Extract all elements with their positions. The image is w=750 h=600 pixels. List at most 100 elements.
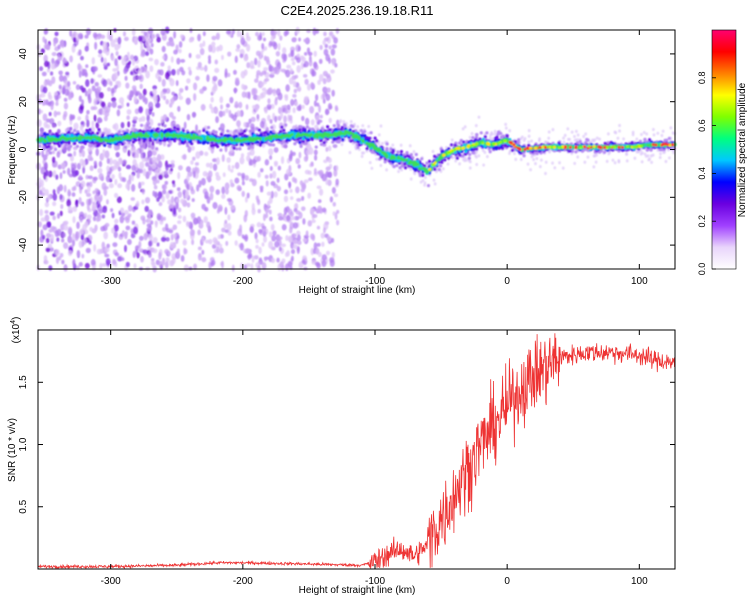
noise-mark [544,171,547,176]
noise-mark [111,227,115,234]
noise-mark [105,175,111,183]
noise-mark [574,129,578,133]
noise-mark [433,182,437,186]
noise-mark [231,264,235,272]
spectral-mark [75,144,80,148]
noise-mark [52,215,56,221]
noise-mark [606,132,610,136]
noise-mark [192,112,197,117]
noise-mark [148,27,154,35]
noise-mark [165,223,169,231]
noise-mark [273,160,278,165]
noise-mark [63,102,69,110]
noise-mark [81,160,86,168]
noise-mark [190,160,194,165]
noise-mark [236,120,241,127]
noise-mark [160,236,166,242]
noise-mark [269,173,273,179]
noise-mark [122,177,127,183]
noise-mark [121,230,126,237]
noise-mark [78,70,82,78]
noise-mark [43,121,48,128]
noise-mark [219,234,224,239]
noise-mark [88,240,92,245]
spectral-mark [333,137,337,141]
noise-mark [100,56,104,63]
noise-mark [114,84,118,89]
noise-mark [151,139,155,146]
spectral-mark [405,154,410,158]
noise-mark [112,242,118,248]
noise-mark [214,67,220,73]
noise-mark [63,184,67,193]
noise-mark [283,144,288,149]
noise-mark [123,210,129,215]
noise-mark [49,211,55,216]
noise-mark [329,259,335,267]
noise-mark [323,31,327,37]
noise-mark [149,65,154,73]
noise-mark [270,257,276,264]
noise-mark [47,194,51,201]
noise-mark [47,221,52,228]
noise-mark [330,48,336,56]
noise-mark [190,212,196,218]
noise-mark [334,105,338,111]
spectral-mark [137,138,141,142]
spectral-mark [139,144,144,149]
noise-mark [145,161,150,167]
spectral-mark [411,156,415,160]
noise-mark [167,163,172,168]
noise-mark [190,188,196,195]
noise-mark [54,31,59,37]
noise-mark [295,26,300,35]
noise-mark [311,70,317,77]
noise-mark [268,40,273,47]
spectral-mark [453,143,457,147]
noise-mark [86,110,90,115]
noise-mark [540,158,543,162]
noise-mark [325,53,330,62]
noise-mark [48,265,53,271]
noise-mark [327,179,332,187]
noise-mark [118,172,122,179]
noise-mark [248,118,252,124]
noise-mark [294,215,300,221]
noise-mark [103,57,107,65]
spectral-mark [643,137,647,141]
noise-mark [199,220,204,226]
spectral-mark [472,147,476,152]
noise-mark [170,160,175,164]
noise-mark [117,183,123,189]
noise-mark [259,72,264,77]
noise-mark [164,261,169,269]
noise-mark [244,209,248,218]
noise-mark [117,157,123,165]
noise-mark [328,45,332,50]
spectral-mark [162,138,166,142]
noise-mark [44,202,50,208]
noise-mark [296,230,301,236]
noise-mark [169,111,174,118]
noise-mark [46,78,50,86]
noise-mark [307,192,312,199]
noise-mark [150,257,155,262]
noise-mark [190,222,193,231]
noise-mark [87,142,93,148]
noise-mark [272,88,277,97]
noise-mark [635,137,639,141]
noise-mark [49,71,54,76]
noise-mark [142,249,148,254]
noise-mark [434,170,438,174]
noise-mark [614,131,618,135]
noise-mark [46,43,50,49]
noise-mark [81,253,85,259]
noise-mark [225,30,232,35]
spectral-mark [282,128,286,132]
noise-mark [218,44,223,52]
noise-mark [66,199,72,207]
noise-mark [553,166,557,170]
noise-mark [185,220,190,228]
noise-mark [292,107,296,114]
noise-mark [458,162,461,166]
